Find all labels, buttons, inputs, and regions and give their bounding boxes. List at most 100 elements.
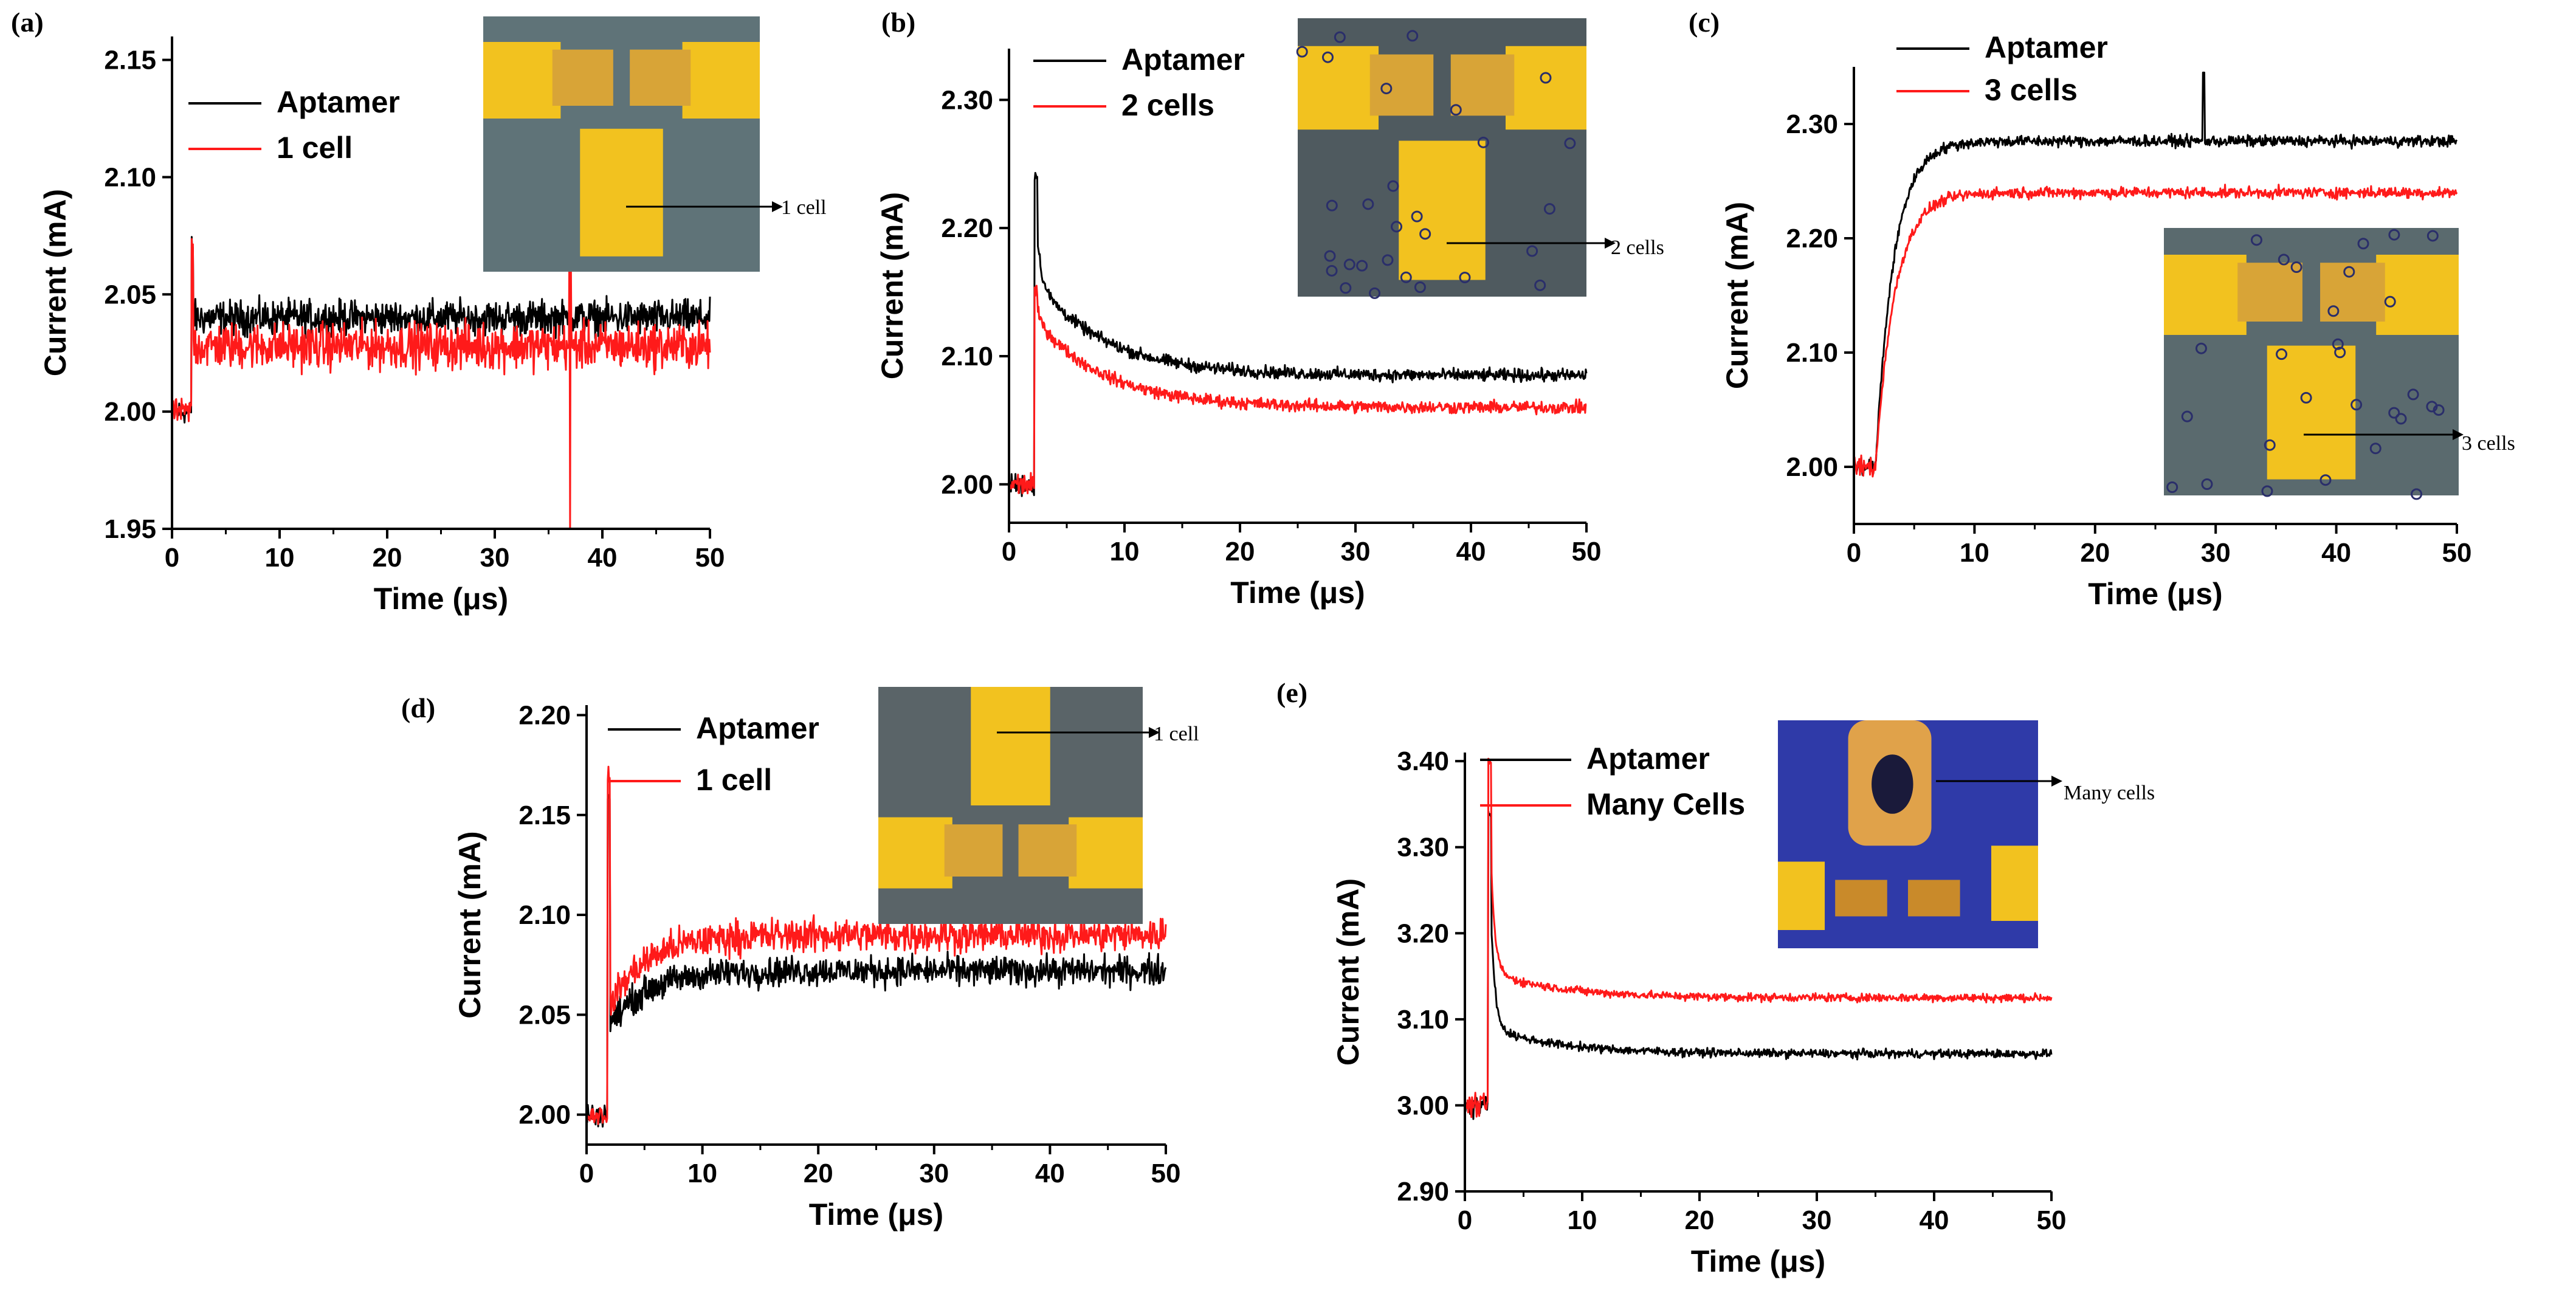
cell-dot — [2384, 295, 2396, 308]
x-tick-label: 50 — [2037, 1205, 2067, 1235]
annotation-label: 3 cells — [2462, 432, 2515, 455]
cell-cluster — [1872, 754, 1913, 814]
series-line-aptamer — [171, 236, 711, 424]
cell-dot — [1534, 279, 1546, 291]
y-tick-label: 2.00 — [1786, 452, 1838, 482]
x-axis-title: Time (μs) — [809, 1197, 943, 1232]
cell-dot — [2166, 481, 2178, 493]
cell-dot — [2426, 401, 2438, 413]
cell-dot — [1419, 228, 1431, 240]
cell-dot — [1564, 137, 1576, 150]
x-tick-label: 0 — [1847, 538, 1861, 568]
y-tick-label: 2.20 — [518, 700, 571, 730]
cell-dot — [2411, 488, 2423, 500]
legend-label: 1 cell — [277, 131, 353, 165]
x-tick-label: 20 — [804, 1159, 833, 1188]
x-tick-label: 0 — [165, 543, 179, 573]
electrode-pad — [1399, 140, 1486, 280]
electrode-pad — [1835, 880, 1887, 917]
y-tick-label: 3.40 — [1397, 746, 1449, 776]
series-line-2-cells — [1008, 284, 1587, 495]
cell-dot — [1343, 258, 1355, 270]
legend-label: Many Cells — [1586, 787, 1745, 821]
arrow-head-icon — [772, 201, 783, 212]
x-axis-title: Time (μs) — [374, 582, 508, 616]
electrode-pad — [580, 128, 663, 257]
x-tick-label: 30 — [919, 1159, 949, 1188]
panel-e: (e) 0 10 20 30 40 50 2.90 3.00 3.10 3.20 3.30 3.40 Ti… — [1276, 677, 2066, 1278]
cell-dot — [2181, 410, 2193, 422]
x-axis-title: Time (μs) — [2088, 577, 2222, 611]
arrow-head-icon — [1149, 727, 1160, 738]
annotation-label: 1 cell — [1154, 723, 1199, 745]
cell-dot — [1477, 136, 1489, 148]
cell-dot — [1450, 104, 1462, 116]
cell-dot — [1321, 51, 1334, 63]
x-tick-label: 30 — [2201, 538, 2231, 568]
electrode-pad — [2237, 263, 2302, 322]
y-axis-title: Current (mA) — [1331, 878, 1365, 1066]
legend-label: 1 cell — [696, 763, 772, 797]
inset-annotation: 2 cells — [1447, 236, 1664, 259]
y-tick-label: 2.30 — [1786, 109, 1838, 139]
cell-dot — [2276, 348, 2288, 360]
x-tick-label: 10 — [687, 1159, 717, 1188]
cell-dot — [2300, 391, 2312, 404]
electrode-pad — [2164, 255, 2247, 335]
y-tick-label: 1.95 — [104, 514, 156, 544]
inset-annotation: 1 cell — [626, 196, 827, 219]
cell-dot — [1540, 72, 1552, 84]
annotation-label: 2 cells — [1611, 236, 1664, 259]
cell-dot — [1380, 83, 1393, 95]
x-tick-label: 10 — [265, 543, 295, 573]
legend-label: Aptamer — [1985, 30, 2108, 64]
cell-dot — [2369, 443, 2381, 455]
arrow-head-icon — [2453, 429, 2464, 440]
x-tick-label: 50 — [1151, 1159, 1181, 1188]
x-tick-label: 20 — [373, 543, 402, 573]
inset-annotation: 3 cells — [2304, 429, 2515, 455]
y-tick-label: 2.05 — [518, 1000, 571, 1030]
x-tick-label: 0 — [1002, 537, 1016, 567]
panel-b: (b) 0 10 20 30 40 50 2.00 2.10 2.20 2.30 Time (μs) C… — [875, 7, 1601, 610]
cell-dot — [2327, 305, 2340, 317]
cell-dot — [1459, 272, 1471, 284]
y-axis-title: Current (mA) — [453, 831, 487, 1018]
y-tick-label: 3.30 — [1397, 833, 1449, 863]
cell-dot — [2357, 238, 2369, 250]
series-line-1-cell — [171, 223, 711, 530]
x-tick-label: 10 — [1568, 1205, 1597, 1235]
x-tick-label: 30 — [1802, 1205, 1832, 1235]
micrograph-inset-d — [878, 687, 1143, 924]
legend-label: Aptamer — [696, 711, 819, 745]
x-tick-label: 20 — [1685, 1205, 1715, 1235]
y-tick-label: 3.10 — [1397, 1005, 1449, 1035]
x-tick-label: 40 — [2321, 538, 2351, 568]
electrode-pad — [1991, 846, 2038, 921]
electrode-pad — [1506, 46, 1586, 130]
x-tick-label: 0 — [1458, 1205, 1472, 1235]
x-tick-label: 50 — [1572, 537, 1602, 567]
x-tick-label: 10 — [1110, 537, 1140, 567]
x-axis-title: Time (μs) — [1691, 1244, 1825, 1278]
cell-dot — [2388, 229, 2400, 241]
cell-dot — [1369, 287, 1381, 299]
cell-dot — [2201, 478, 2213, 490]
cell-dot — [2319, 474, 2332, 486]
y-tick-label: 2.15 — [104, 46, 156, 75]
x-tick-label: 20 — [2080, 538, 2110, 568]
inset-annotation: Many cells — [1936, 776, 2155, 804]
x-tick-label: 10 — [1960, 538, 1989, 568]
panel-a: (a) 0 10 20 30 40 50 1.95 2.00 2.05 2.10 2.15 Time (… — [11, 7, 725, 616]
series-line-many-cells — [1464, 757, 2053, 1118]
legend-label: Aptamer — [1121, 43, 1245, 77]
cell-dot — [1324, 250, 1336, 262]
cell-dot — [2261, 485, 2273, 497]
cell-dot — [2426, 230, 2439, 242]
electrode-pad — [1369, 54, 1434, 116]
y-tick-label: 3.20 — [1397, 918, 1449, 948]
electrode-pad — [483, 42, 561, 119]
inset-annotation: 1 cell — [997, 723, 1199, 745]
cell-dot — [2250, 234, 2262, 246]
panel-label: (b) — [881, 7, 915, 38]
